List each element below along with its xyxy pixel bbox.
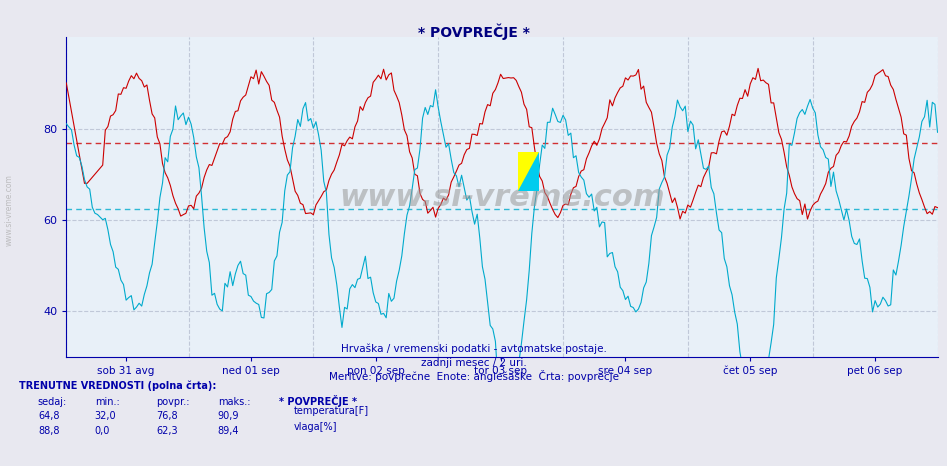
Text: sedaj:: sedaj:	[38, 397, 67, 407]
Text: 62,3: 62,3	[156, 426, 178, 436]
Text: zadnji mesec / 2 uri.: zadnji mesec / 2 uri.	[420, 358, 527, 368]
Text: TRENUTNE VREDNOSTI (polna črta):: TRENUTNE VREDNOSTI (polna črta):	[19, 381, 216, 391]
Text: Meritve: povprečne  Enote: anglešaške  Črta: povprečje: Meritve: povprečne Enote: anglešaške Črt…	[329, 370, 618, 382]
Text: 90,9: 90,9	[218, 411, 240, 421]
Text: 76,8: 76,8	[156, 411, 178, 421]
Bar	[518, 152, 540, 191]
Text: * POVPREČJE *: * POVPREČJE *	[418, 23, 529, 40]
Text: 89,4: 89,4	[218, 426, 240, 436]
Text: min.:: min.:	[95, 397, 119, 407]
Text: temperatura[F]: temperatura[F]	[294, 406, 368, 416]
Polygon shape	[518, 152, 540, 191]
Text: www.si-vreme.com: www.si-vreme.com	[339, 183, 665, 212]
Text: 0,0: 0,0	[95, 426, 110, 436]
Text: 32,0: 32,0	[95, 411, 116, 421]
Text: www.si-vreme.com: www.si-vreme.com	[5, 174, 14, 246]
Text: Hrvaška / vremenski podatki - avtomatske postaje.: Hrvaška / vremenski podatki - avtomatske…	[341, 343, 606, 354]
Text: 64,8: 64,8	[38, 411, 60, 421]
Text: 88,8: 88,8	[38, 426, 60, 436]
Text: povpr.:: povpr.:	[156, 397, 189, 407]
Text: vlaga[%]: vlaga[%]	[294, 422, 337, 432]
Text: * POVPREČJE *: * POVPREČJE *	[279, 396, 357, 407]
Text: maks.:: maks.:	[218, 397, 250, 407]
